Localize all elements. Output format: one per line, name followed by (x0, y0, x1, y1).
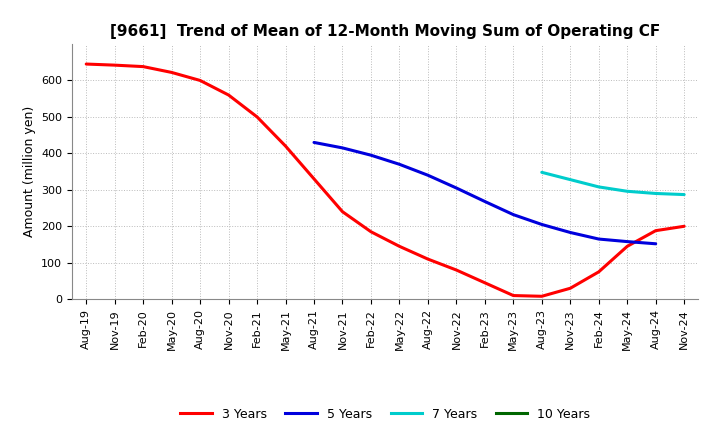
Y-axis label: Amount (million yen): Amount (million yen) (22, 106, 35, 237)
Title: [9661]  Trend of Mean of 12-Month Moving Sum of Operating CF: [9661] Trend of Mean of 12-Month Moving … (110, 24, 660, 39)
Legend: 3 Years, 5 Years, 7 Years, 10 Years: 3 Years, 5 Years, 7 Years, 10 Years (176, 403, 595, 425)
